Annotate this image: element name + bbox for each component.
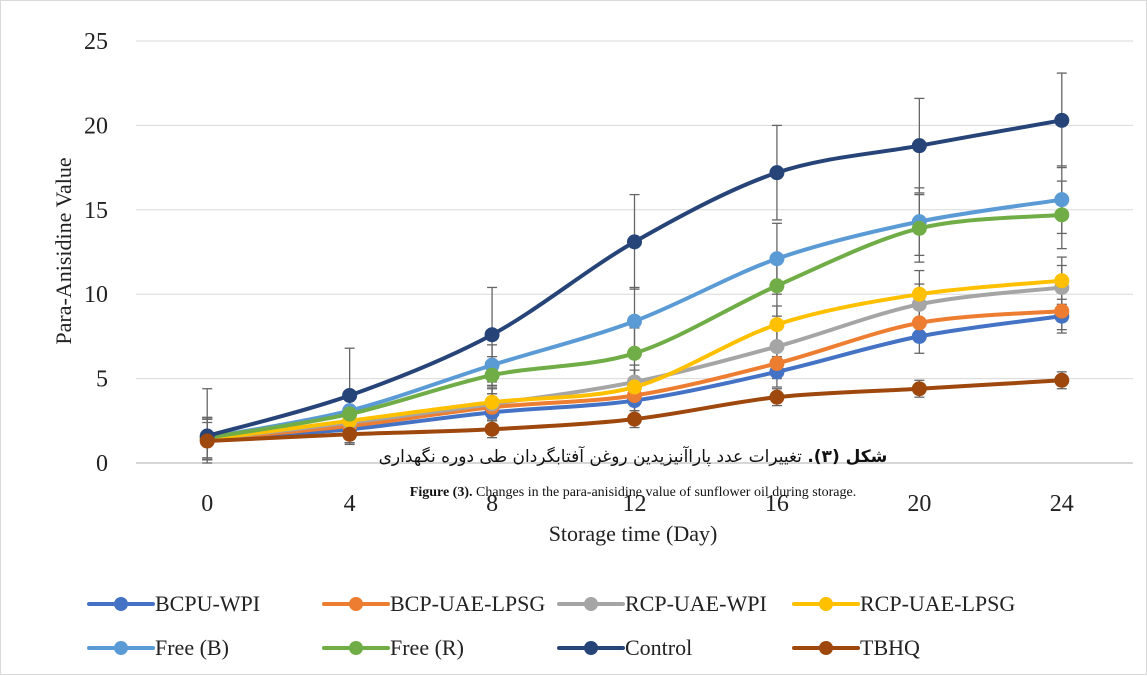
- data-point: [769, 389, 785, 405]
- data-point: [911, 286, 927, 302]
- y-axis-title: Para-Anisidine Value: [51, 157, 76, 344]
- y-tick-label: 15: [84, 198, 108, 224]
- data-point: [342, 387, 358, 403]
- y-tick-label: 10: [84, 282, 108, 308]
- data-point: [342, 426, 358, 442]
- data-point: [1054, 112, 1070, 128]
- legend-swatch-marker: [349, 597, 363, 611]
- data-point: [627, 379, 642, 395]
- x-tick-label: 0: [201, 491, 213, 517]
- data-point: [484, 327, 500, 343]
- legend-label: BCP-UAE-LPSG: [390, 591, 545, 616]
- data-point: [911, 315, 927, 331]
- legend-label: Control: [625, 635, 692, 660]
- series: [199, 372, 1070, 449]
- legend-swatch-marker: [114, 597, 128, 611]
- legend-label: Free (B): [155, 635, 229, 660]
- legend-item: BCPU-WPI: [87, 591, 260, 616]
- legend-item: RCP-UAE-WPI: [557, 591, 767, 616]
- data-point: [627, 313, 642, 329]
- y-tick-label: 0: [96, 451, 108, 477]
- legend-item: TBHQ: [792, 635, 920, 660]
- data-point: [627, 234, 642, 250]
- x-tick-label: 16: [765, 491, 789, 517]
- data-point: [342, 406, 358, 422]
- legend-swatch-marker: [349, 641, 363, 655]
- series: [199, 112, 1070, 444]
- figure-caption: شکل (۳). تغییرات عدد پاراآنیزیدین روغن آ…: [379, 445, 888, 500]
- data-point: [484, 367, 500, 383]
- legend-item: Free (R): [322, 635, 464, 660]
- data-point: [911, 138, 927, 154]
- data-point: [911, 381, 927, 397]
- data-point: [484, 421, 500, 437]
- data-point: [769, 278, 785, 294]
- legend-label: TBHQ: [860, 635, 920, 660]
- legend-item: Free (B): [87, 635, 229, 660]
- legend-swatch-marker: [584, 641, 598, 655]
- caption-english: Figure (3). Changes in the para-anisidin…: [410, 485, 856, 500]
- data-point: [484, 394, 500, 410]
- data-point: [769, 165, 785, 181]
- tick-labels: 0 5 10 15 20 25 0 4 8 12 16 20 24: [84, 29, 1074, 517]
- data-point: [1054, 303, 1070, 319]
- caption-english-text: Changes in the para-anisidine value of s…: [476, 485, 856, 500]
- data-point: [911, 220, 927, 236]
- data-point: [1054, 192, 1070, 208]
- data-point: [1054, 207, 1070, 223]
- legend-swatch-marker: [819, 597, 833, 611]
- data-point: [627, 411, 642, 427]
- data-point: [911, 328, 927, 344]
- caption-english-bold: Figure (3).: [410, 485, 473, 500]
- legend-label: Free (R): [390, 635, 464, 660]
- data-point: [1054, 372, 1070, 388]
- y-tick-label: 5: [96, 367, 108, 393]
- data-point: [627, 345, 642, 361]
- y-tick-label: 25: [84, 29, 108, 55]
- x-tick-label: 20: [907, 491, 931, 517]
- caption-persian: شکل (۳). تغییرات عدد پاراآنیزیدین روغن آ…: [379, 445, 888, 467]
- x-tick-label: 4: [344, 491, 356, 517]
- x-tick-label: 12: [623, 491, 647, 517]
- caption-persian-text: تغییرات عدد پاراآنیزیدین روغن آفتابگردان…: [379, 445, 803, 467]
- data-point: [769, 339, 785, 355]
- data-point: [769, 317, 785, 333]
- x-tick-label: 24: [1050, 491, 1074, 517]
- legend-swatch-marker: [819, 641, 833, 655]
- x-axis-title: Storage time (Day): [549, 521, 718, 546]
- legend-label: BCPU-WPI: [155, 591, 260, 616]
- legend-item: BCP-UAE-LPSG: [322, 591, 545, 616]
- legend-item: Control: [557, 635, 692, 660]
- legend-item: RCP-UAE-LPSG: [792, 591, 1015, 616]
- legend-swatch-marker: [584, 597, 598, 611]
- y-tick-label: 20: [84, 113, 108, 139]
- legend-swatch-marker: [114, 641, 128, 655]
- data-point: [199, 433, 215, 449]
- x-tick-label: 8: [486, 491, 498, 517]
- data-point: [1054, 273, 1070, 289]
- legend-label: RCP-UAE-LPSG: [860, 591, 1015, 616]
- legend: BCPU-WPI BCP-UAE-LPSG RCP-UAE-WPI RCP-UAE-L…: [87, 591, 1015, 660]
- data-point: [769, 355, 785, 371]
- data-point: [769, 251, 785, 267]
- legend-label: RCP-UAE-WPI: [625, 591, 767, 616]
- series-lines: [199, 112, 1070, 449]
- caption-persian-bold: شکل (۳).: [807, 447, 887, 467]
